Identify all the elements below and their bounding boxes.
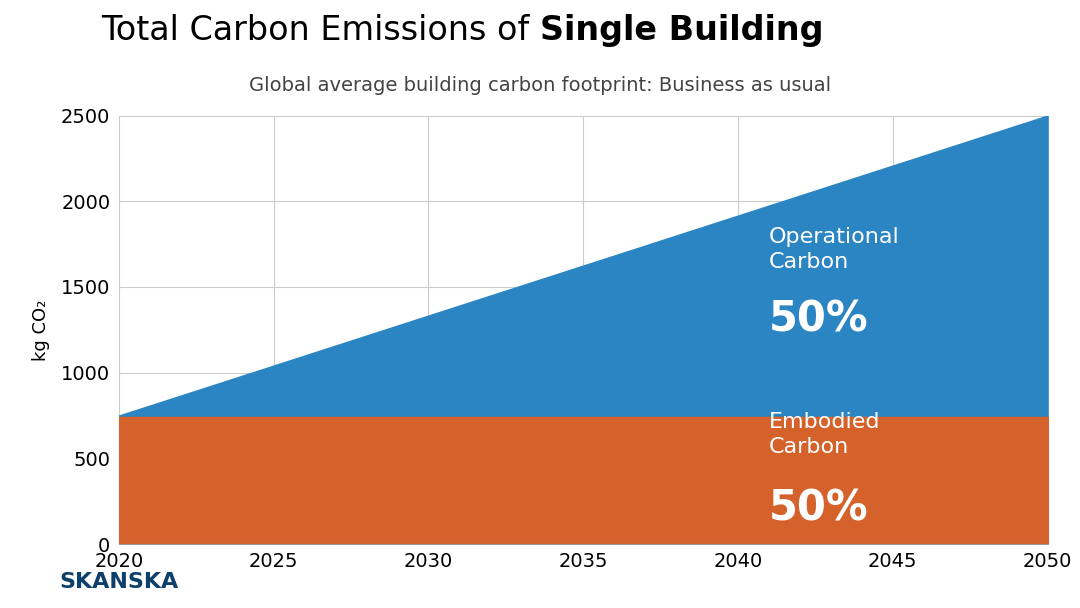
Text: Single Building: Single Building — [540, 14, 824, 47]
Text: SKANSKA: SKANSKA — [59, 572, 178, 592]
Text: Total Carbon Emissions of: Total Carbon Emissions of — [102, 14, 540, 47]
Text: 50%: 50% — [769, 488, 868, 530]
Text: Operational
Carbon: Operational Carbon — [769, 227, 900, 272]
Y-axis label: kg CO₂: kg CO₂ — [32, 299, 50, 361]
Text: Global average building carbon footprint: Business as usual: Global average building carbon footprint… — [248, 76, 832, 95]
Text: Embodied
Carbon: Embodied Carbon — [769, 412, 880, 457]
Text: 50%: 50% — [769, 299, 868, 341]
